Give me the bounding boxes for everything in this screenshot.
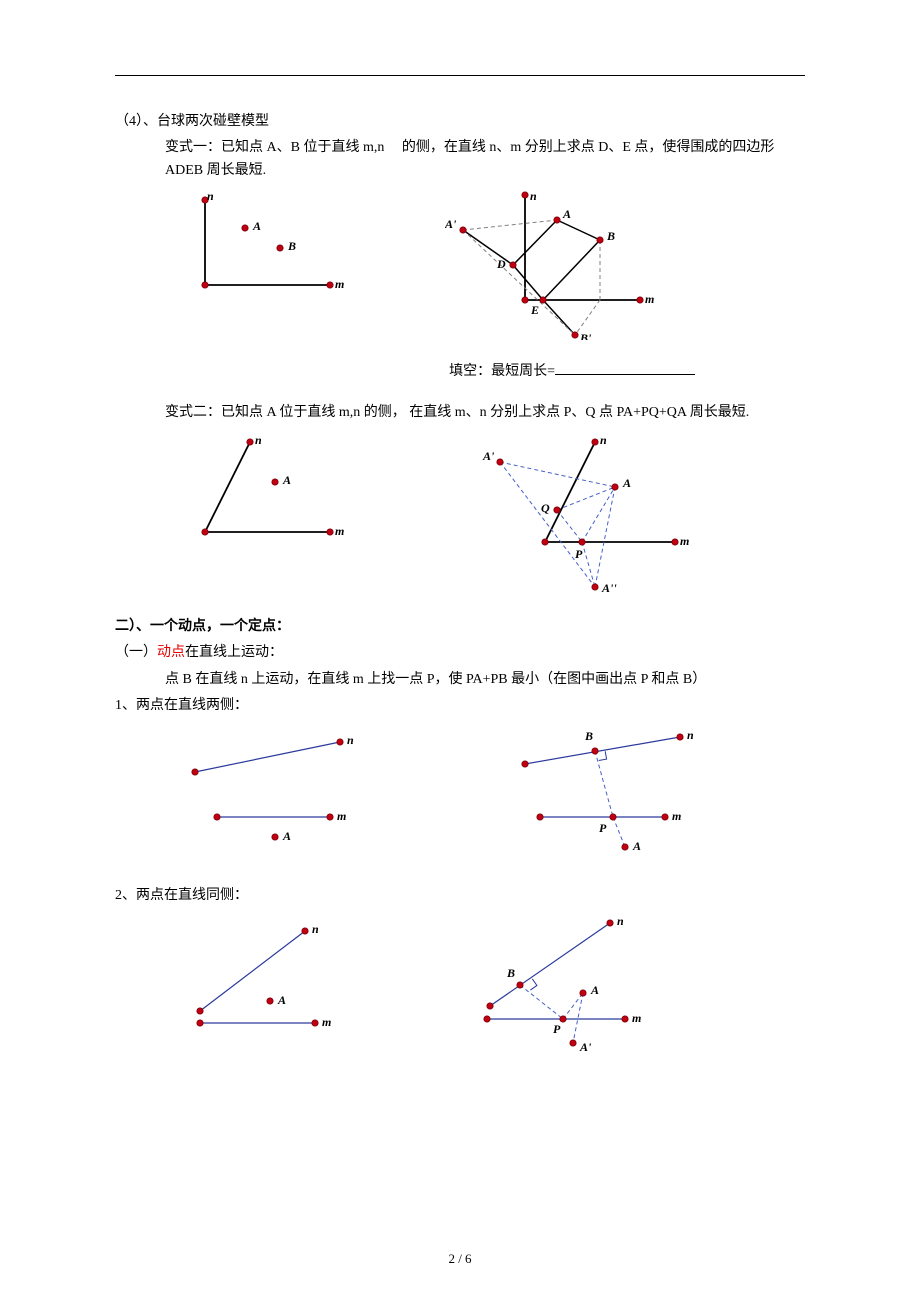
- fig-2-left: n m A: [175, 432, 355, 552]
- svg-text:m: m: [335, 277, 344, 291]
- svg-text:A: A: [277, 993, 286, 1007]
- svg-text:B: B: [584, 729, 593, 743]
- fig-3-left: n m A: [175, 722, 375, 852]
- svg-text:A: A: [622, 476, 631, 490]
- svg-text:n: n: [255, 433, 262, 447]
- svg-text:A': A': [482, 449, 495, 463]
- svg-text:n: n: [347, 733, 354, 747]
- svg-text:E: E: [530, 303, 539, 317]
- fig-1-right: n m A' A B D E B': [445, 190, 665, 340]
- svg-text:m: m: [680, 534, 689, 548]
- svg-text:A': A': [579, 1040, 592, 1054]
- svg-text:D: D: [496, 257, 506, 271]
- svg-text:Q: Q: [541, 501, 550, 515]
- fill-blank-label: 填空：最短周长=: [449, 364, 555, 379]
- blank-underline: [555, 360, 695, 375]
- svg-text:B: B: [287, 239, 296, 253]
- sub1-post: 在直线上运动：: [185, 645, 283, 660]
- case-2-label: 2、两点在直线同侧：: [115, 885, 805, 907]
- svg-text:n: n: [617, 914, 624, 928]
- svg-text:m: m: [322, 1015, 331, 1029]
- svg-text:n: n: [530, 190, 537, 203]
- svg-text:P: P: [599, 821, 607, 835]
- svg-text:n: n: [687, 728, 694, 742]
- svg-text:B: B: [506, 966, 515, 980]
- svg-text:n: n: [600, 433, 607, 447]
- sub1-red: 动点: [157, 645, 185, 660]
- svg-text:P: P: [575, 547, 583, 561]
- page-number: 2 / 6: [0, 1251, 920, 1267]
- svg-text:n: n: [312, 922, 319, 936]
- fig-3-right: n m B P A: [505, 722, 705, 857]
- svg-text:n: n: [207, 190, 214, 203]
- fig-row-1: n m A B n m A' A B D E B': [175, 190, 805, 340]
- fig-4-left: n m A: [175, 911, 375, 1031]
- case-1-label: 1、两点在直线两侧：: [115, 695, 805, 717]
- svg-text:B': B': [579, 331, 592, 340]
- fig-row-3: n m A n m B P A: [175, 722, 805, 857]
- fig-row-2: n m A n m A' A Q P A'': [175, 432, 805, 592]
- svg-text:A: A: [632, 839, 641, 853]
- fig-1-left: n m A B: [175, 190, 355, 300]
- fill-blank-line: 填空：最短周长=: [115, 360, 695, 383]
- variant-1-text: 变式一：已知点 A、B 位于直线 m,n 的侧，在直线 n、m 分别上求点 D、…: [165, 137, 805, 182]
- svg-text:m: m: [337, 809, 346, 823]
- svg-text:m: m: [335, 524, 344, 538]
- fig-4-right: n m B A P A': [465, 911, 665, 1061]
- svg-text:m: m: [645, 292, 654, 306]
- svg-text:m: m: [672, 809, 681, 823]
- svg-text:A: A: [562, 207, 571, 221]
- svg-text:A: A: [282, 829, 291, 843]
- svg-text:A': A': [445, 217, 457, 231]
- svg-text:P: P: [553, 1022, 561, 1036]
- variant-2-text: 变式二：已知点 A 位于直线 m,n 的侧， 在直线 m、n 分别上求点 P、Q…: [165, 402, 805, 424]
- fig-row-4: n m A n m B A P A': [175, 911, 805, 1061]
- sub-1-line: （一）动点在直线上运动：: [115, 642, 805, 664]
- svg-text:A: A: [282, 473, 291, 487]
- svg-text:A: A: [252, 219, 261, 233]
- fig-2-right: n m A' A Q P A'': [475, 432, 695, 592]
- desc-1: 点 B 在直线 n 上运动，在直线 m 上找一点 P，使 PA+PB 最小（在图…: [165, 669, 805, 691]
- sub1-pre: （一）: [115, 645, 157, 660]
- svg-text:A'': A'': [601, 581, 617, 592]
- section-4-title: （4）、台球两次碰壁模型: [115, 111, 805, 133]
- svg-text:A: A: [590, 983, 599, 997]
- section-2-heading: 二）、一个动点，一个定点：: [115, 616, 805, 638]
- svg-text:B: B: [606, 229, 615, 243]
- svg-text:m: m: [632, 1011, 641, 1025]
